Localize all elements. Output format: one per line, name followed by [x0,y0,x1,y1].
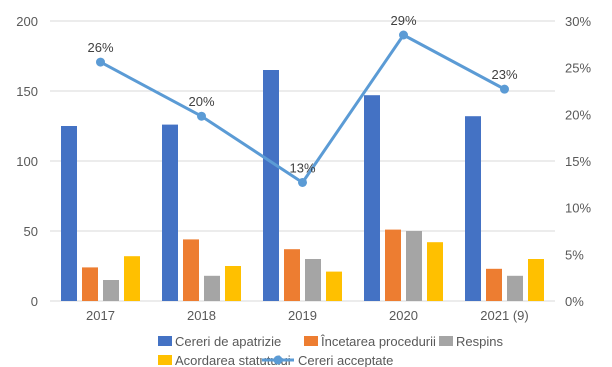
right-tick-label: 30% [565,14,591,29]
x-axis: 2017 2018 2019 2020 2021 (9) [86,308,529,323]
left-tick-label: 50 [24,224,38,239]
bar [528,259,544,301]
left-tick-label: 150 [16,84,38,99]
bar [61,126,77,301]
bar [103,280,119,301]
legend-swatch [304,336,318,346]
line-point [399,30,408,40]
x-tick-label: 2017 [86,308,115,323]
legend-label: Acordarea statutului [175,353,291,367]
legend-swatch [158,355,172,365]
data-label: 20% [188,94,214,109]
right-tick-label: 15% [565,154,591,169]
x-tick-label: 2020 [389,308,418,323]
bar [183,239,199,301]
bar [305,259,321,301]
legend-swatch [439,336,453,346]
bar [124,256,140,301]
bar [364,95,380,301]
right-tick-label: 0% [565,294,584,309]
bar [486,268,502,301]
bars [61,70,544,301]
bar [284,249,300,301]
right-tick-label: 25% [565,61,591,76]
bar [225,266,241,301]
line-point [96,57,105,67]
line-point [500,84,509,94]
line-point [298,177,307,187]
line-point [197,111,206,121]
bar [204,275,220,301]
right-tick-label: 5% [565,247,584,262]
bar [326,271,342,301]
x-tick-label: 2021 (9) [480,308,528,323]
bar [162,124,178,301]
bar [263,70,279,301]
bar [507,275,523,301]
bar [427,242,443,301]
bar [465,116,481,301]
data-label: 29% [390,13,416,28]
bar [406,231,422,301]
bar [82,267,98,301]
left-tick-label: 100 [16,154,38,169]
left-axis: 0 50 100 150 200 [16,14,38,309]
x-tick-label: 2018 [187,308,216,323]
legend: Cereri de apatrizie Încetarea procedurii R… [158,334,503,367]
legend-label: Respins [456,334,503,349]
legend-marker [273,355,283,365]
legend-label: Încetarea procedurii [320,334,436,349]
right-tick-label: 10% [565,201,591,216]
legend-label: Cereri de apatrizie [175,334,281,349]
right-tick-label: 20% [565,107,591,122]
left-tick-label: 0 [31,294,38,309]
left-tick-label: 200 [16,14,38,29]
right-axis: 0% 5% 10% 15% 20% 25% 30% [565,14,591,309]
line-series: 26% 20% 13% 29% 23% [87,13,518,187]
data-label: 13% [289,160,315,175]
data-label: 23% [491,67,517,82]
legend-swatch [158,336,172,346]
legend-label: Cereri acceptate [298,353,393,367]
data-label: 26% [87,40,113,55]
x-tick-label: 2019 [288,308,317,323]
bar [385,229,401,301]
